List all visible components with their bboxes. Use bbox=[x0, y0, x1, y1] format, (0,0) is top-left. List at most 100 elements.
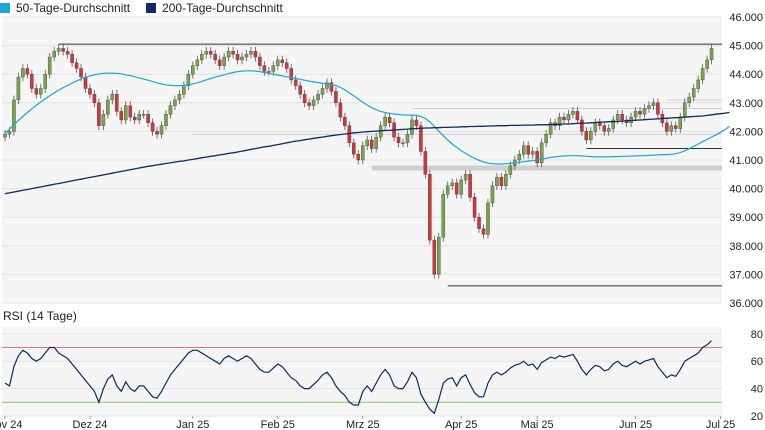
price-tick-label: 37.000 bbox=[729, 269, 763, 281]
candle-body bbox=[97, 102, 101, 126]
candle-body bbox=[325, 82, 329, 89]
candle-body bbox=[450, 182, 454, 186]
candle-body bbox=[168, 105, 173, 115]
price-y-axis: 36.000 37.000 38.000 39.000 40.000 41.000 42.0… bbox=[729, 12, 763, 310]
price-tick-label: 43.000 bbox=[729, 98, 763, 110]
ma200-swatch bbox=[146, 3, 157, 13]
candle-body bbox=[651, 102, 656, 106]
rsi-line bbox=[4, 340, 713, 415]
candle-body bbox=[490, 185, 495, 204]
candle-body bbox=[177, 94, 182, 101]
candle-body bbox=[280, 59, 285, 63]
x-tick-label: Jul 25 bbox=[706, 419, 735, 430]
candle-body bbox=[535, 151, 539, 164]
candle-body bbox=[311, 99, 316, 106]
candle-body bbox=[329, 82, 334, 92]
rsi-panel-bg bbox=[2, 327, 722, 416]
candle-body bbox=[83, 76, 88, 89]
candle-body bbox=[499, 176, 504, 186]
candle-body bbox=[647, 105, 651, 109]
candle-body bbox=[445, 185, 450, 195]
candle-body bbox=[39, 88, 43, 95]
x-tick-label: Jun 25 bbox=[619, 419, 652, 430]
candle-body bbox=[249, 51, 253, 55]
candle-body bbox=[240, 56, 244, 61]
candle-body bbox=[244, 53, 249, 58]
x-tick-label: Mai 25 bbox=[521, 419, 554, 430]
candle-body bbox=[387, 116, 392, 124]
candle-body bbox=[316, 94, 320, 101]
rsi-series-line bbox=[4, 340, 713, 415]
candle-body bbox=[468, 174, 472, 198]
candle-body bbox=[477, 216, 481, 229]
candle-body bbox=[611, 119, 615, 129]
legend-item-ma50[interactable]: 50-Tage-Durchschnitt bbox=[0, 1, 130, 15]
candle-body bbox=[638, 111, 642, 115]
price-tick-label: 45.000 bbox=[729, 41, 763, 53]
candle-body bbox=[656, 102, 660, 115]
candle-body bbox=[419, 125, 423, 152]
candle-body bbox=[682, 102, 687, 118]
candle-body bbox=[517, 154, 522, 161]
candle-body bbox=[25, 68, 30, 75]
candle-body bbox=[343, 116, 347, 126]
candle-body bbox=[101, 114, 106, 126]
candle-body bbox=[21, 68, 25, 78]
candle-body bbox=[472, 196, 477, 218]
candle-body bbox=[356, 154, 361, 161]
candle-body bbox=[459, 179, 463, 195]
candle-body bbox=[504, 174, 508, 186]
candle-body bbox=[293, 79, 298, 86]
candle-body bbox=[410, 119, 414, 135]
rsi-tick-label: 60 bbox=[751, 356, 763, 368]
legend-label-ma200: 200-Tage-Durchschnitt bbox=[162, 1, 283, 15]
candle-body bbox=[642, 108, 647, 115]
x-tick-label: Dez 24 bbox=[73, 419, 108, 430]
price-tick-label: 42.000 bbox=[729, 126, 763, 138]
candle-body bbox=[30, 73, 34, 89]
candle-body bbox=[696, 79, 700, 89]
candle-body bbox=[110, 94, 115, 101]
candle-body bbox=[200, 53, 204, 61]
candle-body bbox=[369, 139, 374, 149]
candle-body bbox=[65, 51, 70, 55]
candle-body bbox=[700, 68, 705, 81]
candle-body bbox=[334, 91, 338, 104]
candle-body bbox=[253, 51, 258, 58]
candle-body bbox=[383, 116, 387, 126]
candle-body bbox=[34, 88, 39, 95]
candle-body bbox=[16, 76, 21, 101]
candle-body bbox=[486, 202, 490, 235]
candle-body bbox=[548, 122, 553, 135]
legend: 50-Tage-Durchschnitt 200-Tage-Durchschni… bbox=[0, 0, 299, 16]
candle-body bbox=[47, 56, 52, 75]
candle-body bbox=[52, 51, 56, 58]
candle-body bbox=[463, 174, 468, 181]
candle-body bbox=[3, 134, 7, 138]
price-level-lines bbox=[58, 43, 722, 287]
candle-body bbox=[428, 174, 432, 241]
candle-body bbox=[521, 145, 526, 155]
candle-body bbox=[231, 51, 235, 55]
candle-body bbox=[620, 114, 624, 121]
legend-item-ma200[interactable]: 200-Tage-Durchschnitt bbox=[146, 1, 283, 15]
x-tick-label: Jan 25 bbox=[176, 419, 209, 430]
candle-body bbox=[195, 59, 200, 66]
price-tick-label: 44.000 bbox=[729, 69, 763, 81]
candle-body bbox=[106, 99, 110, 115]
ma50-swatch bbox=[0, 3, 10, 13]
legend-label-ma50: 50-Tage-Durchschnitt bbox=[16, 1, 131, 15]
candle-body bbox=[284, 62, 289, 69]
price-tick-label: 36.000 bbox=[729, 298, 763, 310]
price-tick-label: 41.000 bbox=[729, 155, 763, 167]
candle-body bbox=[338, 102, 343, 118]
candle-body bbox=[562, 116, 566, 121]
rsi-tick-label: 20 bbox=[751, 411, 763, 423]
candle-body bbox=[79, 68, 83, 78]
candle-body bbox=[267, 71, 271, 73]
candle-body bbox=[92, 94, 97, 104]
candle-body bbox=[70, 53, 74, 63]
candle-body bbox=[615, 114, 620, 121]
candle-body bbox=[271, 65, 276, 72]
candle-body bbox=[262, 65, 267, 72]
